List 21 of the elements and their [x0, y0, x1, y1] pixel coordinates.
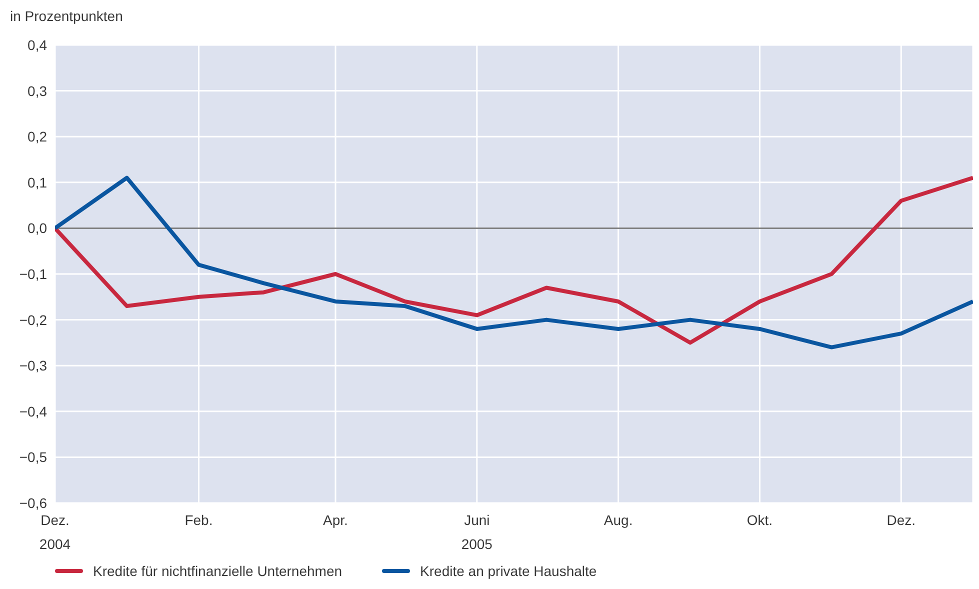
x-tick-label: Dez. [886, 512, 916, 528]
y-tick-label: 0,2 [28, 128, 48, 145]
x-tick-label: Feb. [184, 512, 213, 528]
legend-label: Kredite für nichtfinanzielle Unternehmen [93, 563, 342, 579]
y-tick-label: −0,3 [19, 358, 48, 374]
y-tick-label: 0,4 [28, 36, 48, 53]
x-tick-label: Dez. 2004 [39, 512, 71, 552]
x-tick-label: Apr. [323, 512, 348, 528]
x-tick-label: Aug. [604, 512, 633, 528]
y-tick-label: −0,5 [19, 449, 48, 466]
x-tick-label: Okt. [746, 512, 773, 528]
y-tick-label: −0,2 [19, 312, 48, 328]
x-tick-label: Juni 2005 [461, 512, 493, 552]
y-axis-title: in Prozentpunkten [10, 8, 123, 24]
y-tick-label: 0,0 [28, 220, 48, 236]
y-tick-label: −0,1 [19, 266, 48, 282]
y-tick-label: −0,6 [19, 494, 48, 511]
y-tick-label: 0,3 [28, 82, 48, 99]
legend-label: Kredite an private Haushalte [420, 563, 597, 579]
y-tick-label: −0,4 [19, 403, 48, 420]
y-tick-label: 0,1 [28, 174, 48, 190]
